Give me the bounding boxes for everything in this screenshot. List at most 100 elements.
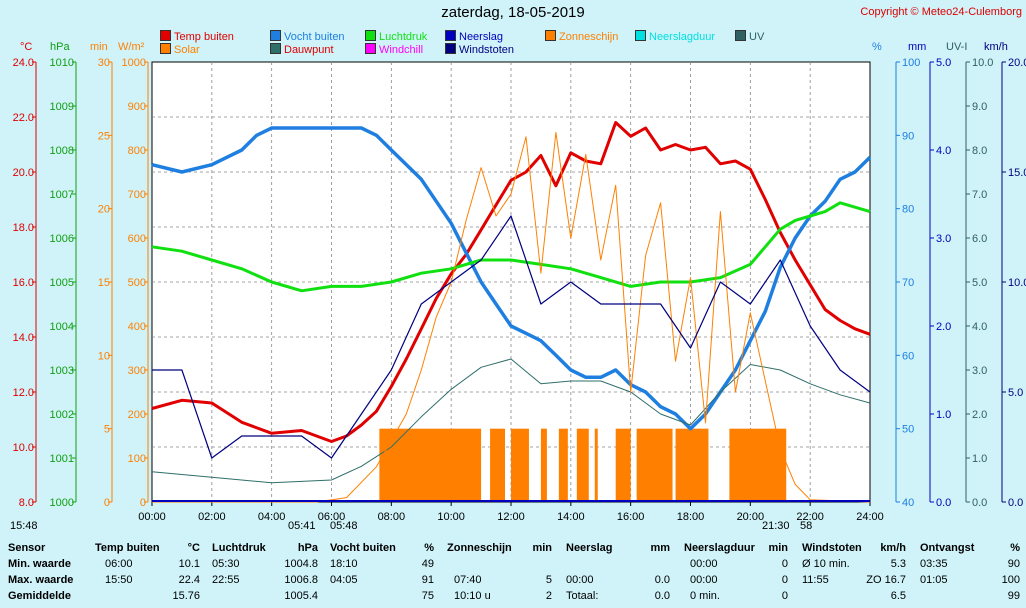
- legend-item: Zonneschijn: [545, 30, 618, 43]
- cell-time: 15:50: [105, 574, 133, 586]
- sunshine-bar: [490, 428, 506, 502]
- sunset-marker-2: 58: [800, 520, 813, 532]
- solar-axis-label: 800: [128, 145, 146, 157]
- x-axis-label: 18:00: [677, 511, 705, 523]
- pressure-axis-label: 1004: [50, 321, 74, 333]
- wind-axis-label: 0.0: [1008, 497, 1023, 509]
- cell-time: 00:00: [690, 574, 718, 586]
- humidity-axis-label: 60: [902, 350, 914, 362]
- legend-item: Luchtdruk: [365, 30, 427, 43]
- legend-swatch: [635, 30, 646, 41]
- column-unit: hPa: [297, 542, 318, 554]
- x-axis-label: 14:00: [557, 511, 585, 523]
- legend-label: Neerslagduur: [649, 31, 716, 43]
- legend-item: Windchill: [365, 43, 423, 56]
- cell-time: 01:05: [920, 574, 948, 586]
- minutes-axis-label: 15: [98, 277, 110, 289]
- temp-axis-unit: °C: [20, 41, 32, 53]
- solar-axis-label: 600: [128, 233, 146, 245]
- humidity-axis-label: 100: [902, 57, 920, 69]
- legend-item: Neerslagduur: [635, 30, 715, 43]
- solar-axis-label: 700: [128, 189, 146, 201]
- legend-label: Zonneschijn: [559, 31, 619, 43]
- solar-axis-label: 200: [128, 409, 146, 421]
- pressure-axis-label: 1008: [50, 145, 74, 157]
- sunshine-bar: [636, 428, 673, 502]
- x-axis-label: 02:00: [198, 511, 226, 523]
- start-time-marker: 15:48: [10, 520, 38, 532]
- cell-value: 0.0: [654, 590, 670, 602]
- weather-chart: °C 24.0 22.0 20.0 18.0 16.0 14.0 12.0 10.0 8.0 hPa…: [13, 41, 1026, 523]
- cell-value: 0.0: [654, 574, 670, 586]
- uv-axis-label: 9.0: [972, 101, 987, 113]
- wind-axis-label: 10.0: [1008, 277, 1026, 289]
- x-axis-label: 12:00: [497, 511, 525, 523]
- solar-axis-label: 300: [128, 365, 146, 377]
- x-axis-label: 20:00: [737, 511, 765, 523]
- x-axis-label: 00:00: [138, 511, 166, 523]
- chart-title: zaterdag, 18-05-2019: [441, 4, 585, 21]
- sunshine-bar: [729, 428, 787, 502]
- cell-value: 22.4: [178, 574, 200, 586]
- solar-axis-label: 900: [128, 101, 146, 113]
- legend-swatch: [445, 43, 456, 54]
- cell-value: 100: [1001, 574, 1020, 586]
- temp-axis-label: 14.0: [13, 332, 34, 344]
- cell-value: 10.1: [178, 558, 200, 570]
- sunshine-bar: [615, 428, 631, 502]
- legend-swatch: [735, 30, 746, 41]
- uv-axis-label: 8.0: [972, 145, 987, 157]
- cell-time: 03:35: [920, 558, 948, 570]
- legend-item: Dauwpunt: [270, 43, 334, 56]
- sunshine-bar: [576, 428, 589, 502]
- legend-item: Temp buiten: [160, 30, 234, 43]
- sunshine-bar: [379, 428, 482, 502]
- sunshine-bar: [511, 428, 529, 502]
- temp-axis-label: 12.0: [13, 387, 34, 399]
- column-unit: min: [532, 542, 552, 554]
- column-unit: km/h: [880, 542, 906, 554]
- column-header: Ontvangst: [920, 542, 975, 554]
- column-header: Luchtdruk: [212, 542, 266, 554]
- pressure-axis-label: 1000: [50, 497, 74, 509]
- legend-swatch: [365, 30, 376, 41]
- temp-axis-label: 18.0: [13, 222, 34, 234]
- column-unit: %: [1010, 542, 1020, 554]
- x-axis-label: 04:00: [258, 511, 286, 523]
- column-header: Zonneschijn: [447, 542, 512, 554]
- cell-time: 04:05: [330, 574, 358, 586]
- column-unit: min: [768, 542, 788, 554]
- column-unit: °C: [187, 542, 200, 554]
- x-axis-label: 08:00: [378, 511, 406, 523]
- sunshine-bar: [594, 428, 598, 502]
- temp-axis-label: 8.0: [19, 497, 34, 509]
- uv-axis-label: 1.0: [972, 453, 987, 465]
- cell-value: 0: [781, 558, 788, 570]
- legend-swatch: [365, 43, 376, 54]
- cell-value: 15.76: [172, 590, 200, 602]
- rain-axis-label: 4.0: [936, 145, 951, 157]
- minutes-axis-label: 10: [98, 350, 110, 362]
- cell-time: 00:00: [690, 558, 718, 570]
- cell-time: 00:00: [566, 574, 594, 586]
- cell-time: 05:30: [212, 558, 240, 570]
- pressure-axis-label: 1002: [50, 409, 74, 421]
- column-header: Vocht buiten: [330, 542, 396, 554]
- cell-time: 07:40: [454, 574, 482, 586]
- cell-value: 0: [781, 590, 788, 602]
- series-line-luchtdruk: [151, 201, 871, 293]
- legend-label: Solar: [174, 44, 200, 56]
- legend-swatch: [545, 30, 556, 41]
- legend-label: Dauwpunt: [284, 44, 334, 56]
- series-line-dauwpunt: [151, 358, 871, 484]
- temp-axis-label: 20.0: [13, 167, 34, 179]
- cell-time: 22:55: [212, 574, 240, 586]
- rain-axis-label: 3.0: [936, 233, 951, 245]
- legend-label: Luchtdruk: [379, 31, 428, 43]
- legend-item: UV: [735, 30, 764, 43]
- sunshine-bar: [675, 428, 709, 502]
- wind-axis-label: 20.0: [1008, 57, 1026, 69]
- sunset-marker: 21:30: [762, 520, 790, 532]
- pressure-axis-label: 1010: [50, 57, 74, 69]
- solar-axis-label: 400: [128, 321, 146, 333]
